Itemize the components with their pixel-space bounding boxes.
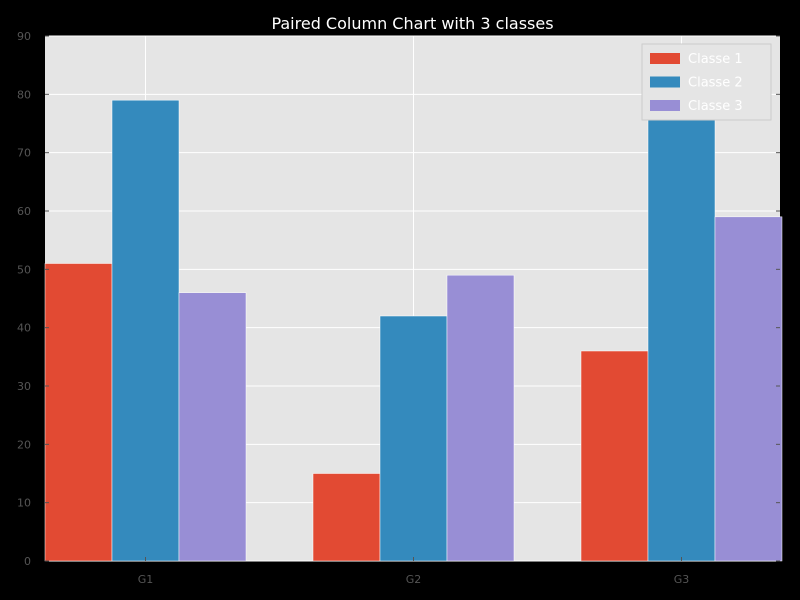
y-tick-label: 50: [17, 263, 31, 276]
bar-classe-3-g3: [714, 216, 783, 562]
chart-title: Paired Column Chart with 3 classes: [271, 14, 553, 33]
x-tick-label: G2: [406, 573, 422, 586]
y-tick-label: 80: [17, 88, 31, 101]
bar-classe-2-g2: [379, 315, 448, 562]
bar-classe-3-g2: [446, 274, 515, 562]
legend-label-classe-1: Classe 1: [688, 52, 743, 67]
axes: 0 10 20 30 40 50 60 70 80 90 G1 G2 G3: [17, 30, 780, 586]
x-tick-label: G3: [674, 573, 690, 586]
y-tick-label: 40: [17, 322, 31, 335]
legend-label-classe-3: Classe 3: [688, 99, 743, 114]
bar-classe-3-g1: [178, 292, 247, 562]
y-tick-label: 70: [17, 147, 31, 160]
bar-classe-1-g3: [580, 350, 649, 562]
legend-swatch-classe-1: [650, 53, 680, 64]
legend-label-classe-2: Classe 2: [688, 76, 743, 91]
bar-classe-2-g1: [111, 99, 180, 562]
legend: Classe 1 Classe 2 Classe 3: [641, 43, 772, 121]
y-tick-label: 60: [17, 205, 31, 218]
legend-swatch-classe-2: [650, 76, 680, 88]
bar-classe-1-g2: [312, 473, 381, 562]
y-tick-label: 0: [24, 555, 31, 568]
bar-classe-1-g1: [44, 263, 113, 562]
y-tick-label: 20: [17, 438, 31, 451]
y-tick-label: 10: [17, 497, 31, 510]
x-tick-label: G1: [138, 573, 154, 586]
bar-classe-2-g3: [647, 117, 716, 562]
bars: [44, 99, 783, 562]
y-tick-label: 90: [17, 30, 31, 43]
y-tick-label: 30: [17, 380, 31, 393]
legend-swatch-classe-3: [650, 100, 680, 111]
